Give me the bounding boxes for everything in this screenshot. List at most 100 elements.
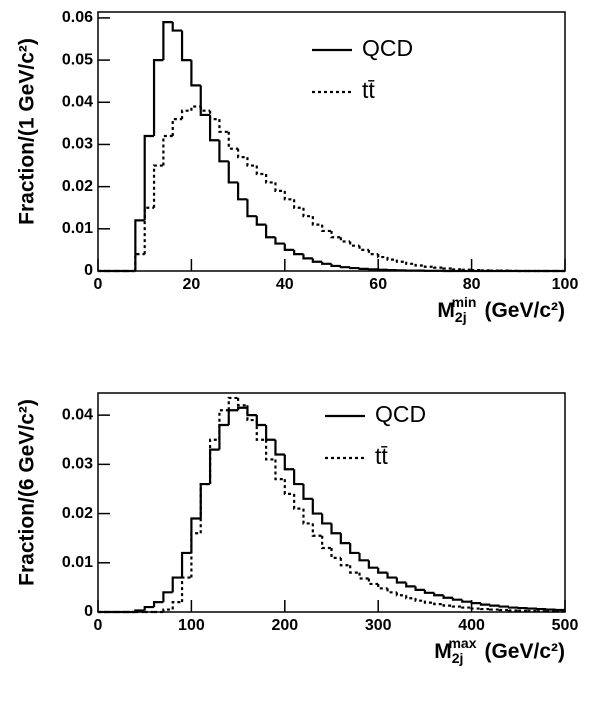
histogram-step (414, 263, 425, 267)
histogram-step (321, 513, 332, 525)
x-title-base: M (434, 640, 452, 663)
x-title-sub: 2j (455, 309, 467, 325)
histogram-step (162, 608, 173, 612)
histogram-step (237, 182, 248, 201)
x-axis-title: M2jmax (GeV/c²) (434, 635, 565, 666)
histogram-step (386, 588, 397, 594)
histogram-step (171, 22, 183, 32)
histogram-step (218, 119, 229, 133)
y-tick-label: 0 (84, 603, 93, 620)
histogram-step (442, 267, 453, 270)
histogram-step (199, 482, 211, 519)
histogram-step (349, 565, 360, 574)
histogram-step (302, 207, 313, 218)
histogram-step (358, 572, 369, 580)
histogram-step (414, 598, 425, 602)
y-tick-label: 0.03 (62, 136, 93, 153)
histogram-step (321, 261, 332, 265)
y-tick-label: 0.01 (62, 554, 93, 571)
y-tick-label: 0.06 (62, 9, 93, 26)
histogram-step (386, 572, 397, 579)
histogram-step (274, 459, 285, 481)
legend-label: tt̄ (362, 77, 375, 103)
histogram-step (293, 493, 304, 510)
x-tick-label: 40 (276, 276, 294, 293)
histogram-step (423, 589, 435, 594)
x-tick-label: 20 (183, 276, 201, 293)
histogram-step (180, 30, 192, 62)
histogram-step (367, 560, 379, 569)
histogram-step (358, 267, 369, 270)
histogram-step (246, 405, 257, 422)
histogram-step (414, 586, 425, 591)
x-tick-label: 100 (552, 276, 579, 293)
histogram-step (377, 254, 388, 259)
histogram-step (358, 245, 369, 252)
x-title-sub: 2j (452, 650, 464, 666)
histogram-step (442, 604, 453, 607)
histogram-step (311, 523, 323, 537)
histogram-step (283, 190, 295, 201)
histogram-step (246, 157, 257, 167)
histogram-step (405, 595, 416, 600)
histogram-step (134, 253, 145, 271)
histogram-step (283, 243, 295, 252)
histogram-step (227, 131, 239, 150)
plot-frame (97, 392, 566, 613)
y-tick-label: 0.05 (62, 51, 93, 68)
x-tick-label: 100 (178, 617, 205, 634)
histogram-step (134, 219, 145, 271)
histogram-step (171, 601, 183, 610)
x-title-unit: (GeV/c²) (484, 640, 565, 663)
histogram-step (274, 439, 285, 456)
x-tick-label: 200 (271, 617, 298, 634)
x-axis-title: M2jmin (GeV/c²) (437, 294, 565, 325)
histogram-step (498, 605, 509, 608)
histogram-step (442, 595, 453, 599)
histogram-step (311, 258, 323, 263)
histogram-step (433, 592, 444, 597)
histogram-step (265, 439, 276, 461)
histogram-step (283, 454, 295, 471)
histogram-step (171, 118, 183, 137)
x-tick-label: 80 (463, 276, 481, 293)
histogram-step (218, 140, 229, 163)
histogram-step (470, 601, 481, 605)
histogram-step (152, 58, 164, 137)
histogram-step (199, 85, 211, 117)
y-tick-label: 0.03 (62, 456, 93, 473)
histogram-step (311, 498, 323, 515)
histogram-step (255, 415, 267, 427)
histogram-step (293, 249, 304, 256)
histogram-step (405, 261, 416, 265)
histogram-step (265, 173, 276, 184)
histogram-step (265, 224, 276, 239)
histogram-step (349, 241, 360, 247)
histogram-step (227, 409, 239, 425)
histogram-step (470, 607, 481, 610)
histogram-step (274, 182, 285, 192)
x-tick-label: 0 (94, 617, 103, 634)
histogram-step (330, 548, 341, 559)
histogram-step (479, 603, 491, 606)
histogram-step (293, 199, 304, 209)
histogram-step (451, 605, 463, 608)
histogram-step (190, 532, 201, 578)
histogram-step (190, 60, 201, 87)
y-tick-label: 0.02 (62, 178, 93, 195)
x-tick-label: 60 (369, 276, 387, 293)
histogram-step (358, 552, 369, 562)
histogram-step (162, 21, 173, 61)
histogram-step (330, 263, 341, 268)
histogram-step (171, 576, 183, 593)
legend-label: QCD (362, 35, 413, 61)
histogram-step (227, 396, 239, 411)
y-tick-label: 0.02 (62, 505, 93, 522)
histogram-step (237, 397, 248, 407)
histogram-step (218, 423, 229, 450)
histogram-step (208, 448, 220, 485)
histogram-step (367, 249, 379, 256)
y-tick-label: 0 (84, 262, 93, 279)
histogram-step (339, 237, 351, 243)
